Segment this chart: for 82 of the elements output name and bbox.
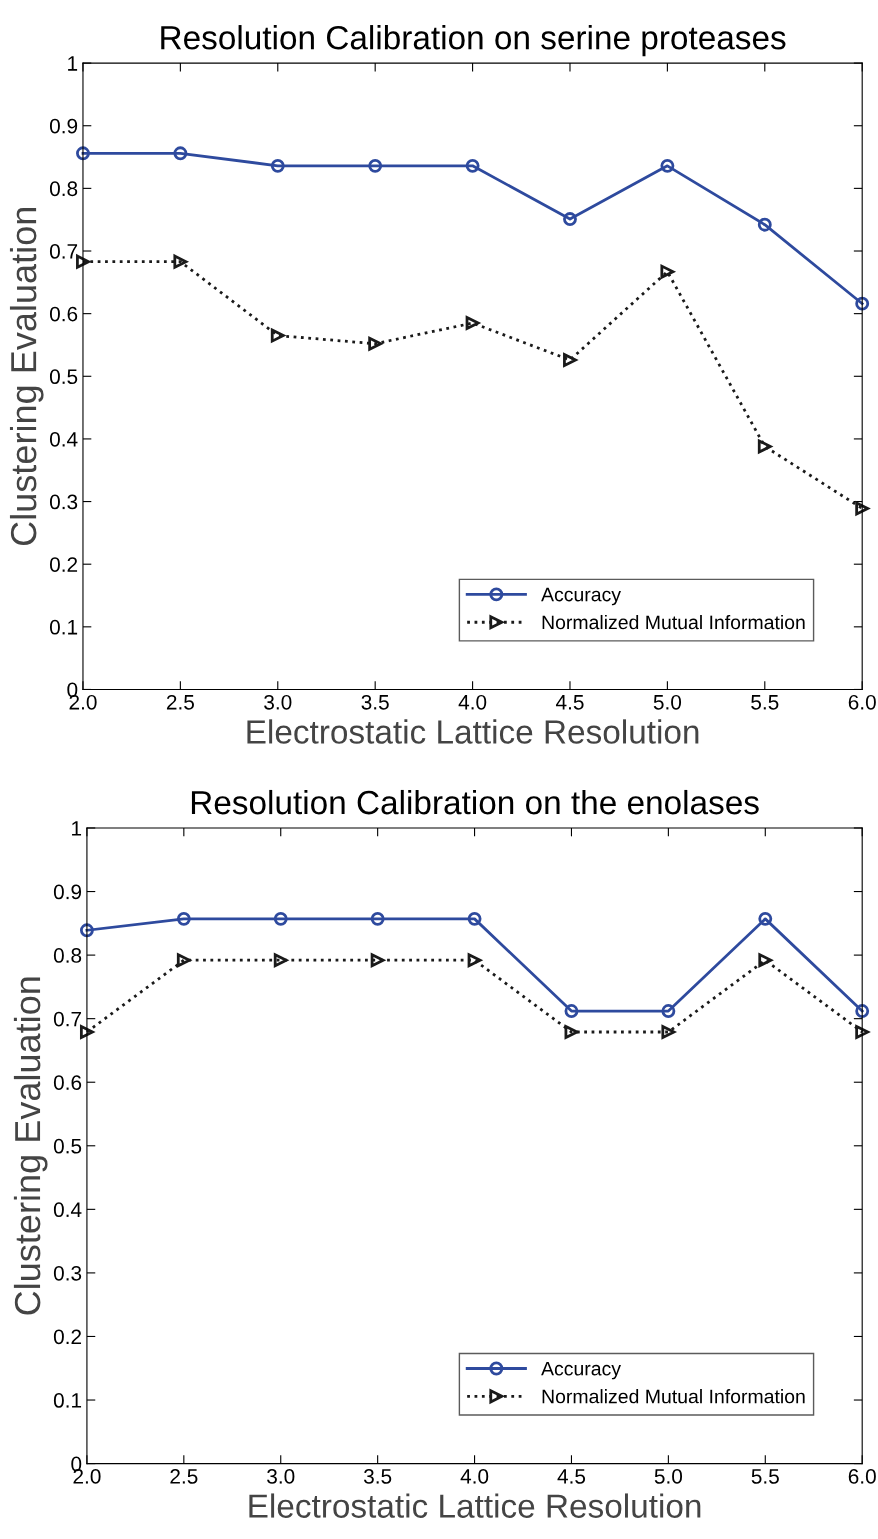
point [368, 158, 383, 173]
x-tick-label: 3.0 [264, 694, 292, 710]
x-tick-label: 3.5 [361, 694, 389, 710]
x-tick-label: 4.0 [458, 694, 487, 710]
x-tick-label: 5.0 [654, 1469, 683, 1484]
x-tick-label: 4.0 [460, 1469, 489, 1484]
point [465, 158, 480, 173]
point [368, 336, 383, 351]
point [757, 217, 772, 232]
point [79, 923, 94, 938]
x-tick-label: 2.5 [170, 1469, 198, 1484]
y-tick-label: 0.6 [49, 306, 78, 322]
y-tick-label: 0.4 [49, 431, 78, 447]
point [370, 911, 385, 926]
y-tick-label: 1 [72, 821, 82, 836]
point [467, 911, 482, 926]
point [173, 254, 188, 269]
point [564, 1025, 579, 1039]
y-tick-label: 1 [68, 56, 78, 71]
point [660, 264, 675, 279]
point [176, 911, 191, 926]
y-axis-title: Clustering Evaluation [9, 208, 44, 546]
point [273, 953, 288, 968]
y-tick-label: 0.9 [49, 118, 78, 134]
point [757, 439, 772, 454]
legend-label: Accuracy [541, 1361, 621, 1380]
legend-label: Accuracy [541, 587, 621, 606]
point [370, 953, 385, 968]
y-tick-label: 0.9 [53, 884, 82, 900]
x-axis-title: Electrostatic Lattice Resolution [247, 719, 699, 744]
y-tick-label: 0.3 [53, 1265, 82, 1281]
point [76, 254, 90, 269]
point [855, 1025, 870, 1039]
x-tick-label: 5.5 [751, 1469, 779, 1484]
point [563, 212, 577, 227]
y-tick-label: 0.1 [53, 1393, 82, 1408]
y-tick-label: 0.7 [53, 1011, 82, 1027]
point [76, 146, 90, 161]
x-tick-label: 6.0 [848, 1469, 876, 1484]
point [758, 953, 773, 968]
y-tick-label: 0.5 [53, 1138, 82, 1154]
y-tick-label: 0.3 [49, 494, 78, 510]
x-tick-label: 3.5 [363, 1469, 392, 1484]
chart-title: Resolution Calibration on the enolases [191, 789, 759, 815]
point [467, 953, 482, 968]
point [270, 158, 285, 173]
x-tick-label: 5.5 [751, 695, 779, 710]
point [563, 353, 577, 367]
legend-label: Normalized Mutual Information [542, 1389, 805, 1404]
chart-title: Resolution Calibration on serine proteases [161, 25, 786, 57]
x-tick-label: 2.5 [166, 694, 194, 710]
legend-label: Normalized Mutual Information [542, 614, 805, 630]
y-tick-label: 0.2 [53, 1329, 82, 1345]
y-tick-label: 0.4 [53, 1202, 82, 1218]
y-tick-label: 0.5 [49, 369, 78, 385]
y-tick-label: 0.6 [53, 1075, 82, 1090]
point [660, 158, 675, 173]
y-axis-title: Clustering Evaluation [13, 977, 48, 1315]
point [661, 1004, 676, 1018]
x-tick-label: 4.5 [557, 1469, 586, 1484]
y-tick-label: 0.1 [49, 619, 78, 635]
x-tick-label: 3.0 [267, 1469, 295, 1484]
y-tick-label: 0.8 [53, 948, 82, 963]
point [661, 1025, 676, 1039]
point [79, 1025, 94, 1039]
point [173, 146, 188, 161]
point [855, 296, 870, 311]
x-axis-title: Electrostatic Lattice Resolution [249, 1493, 701, 1518]
point [855, 501, 870, 516]
point [855, 1004, 870, 1018]
point [176, 953, 191, 968]
point [564, 1004, 579, 1018]
point [270, 328, 285, 343]
y-tick-label: 0.8 [49, 181, 78, 197]
x-tick-label: 6.0 [848, 694, 876, 710]
y-tick-label: 0.2 [49, 557, 78, 572]
x-tick-label: 5.0 [653, 694, 682, 710]
point [273, 911, 288, 926]
point [758, 911, 773, 926]
point [465, 316, 480, 330]
y-tick-label: 0.7 [49, 244, 78, 259]
x-tick-label: 4.5 [555, 695, 584, 710]
